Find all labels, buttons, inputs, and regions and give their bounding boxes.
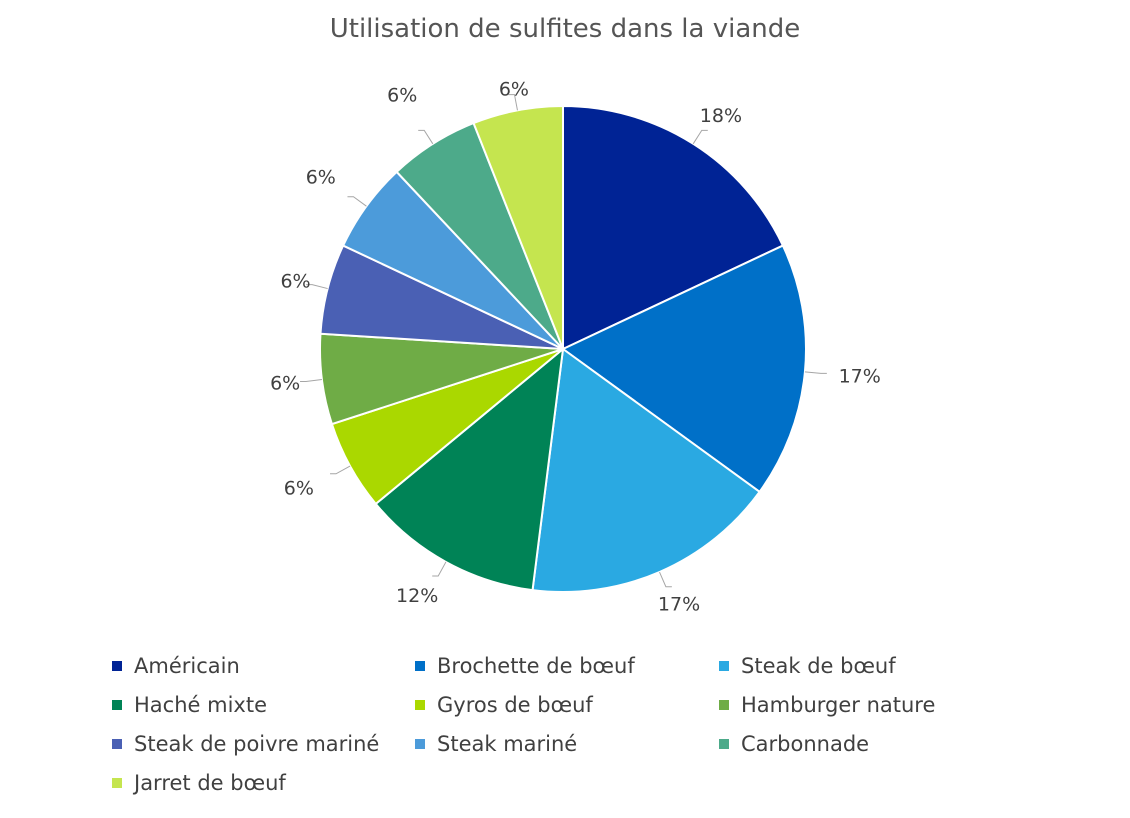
leader-line-5 bbox=[300, 378, 322, 382]
legend-label: Brochette de bœuf bbox=[437, 654, 635, 678]
legend-item-6: Steak de poivre mariné bbox=[112, 728, 379, 760]
legend-label: Hamburger nature bbox=[741, 693, 936, 717]
legend-label: Gyros de bœuf bbox=[437, 693, 593, 717]
legend-label: Steak de bœuf bbox=[741, 654, 896, 678]
legend-label: Haché mixte bbox=[134, 693, 267, 717]
legend-swatch bbox=[415, 661, 425, 671]
data-label-5: 6% bbox=[270, 372, 300, 394]
legend-item-8: Carbonnade bbox=[719, 728, 869, 760]
chart-title: Utilisation de sulfites dans la viande bbox=[329, 14, 801, 44]
legend-swatch bbox=[415, 700, 425, 710]
leader-line-9 bbox=[508, 94, 518, 111]
data-label-3: 12% bbox=[396, 585, 438, 607]
pie-slice-3 bbox=[374, 346, 565, 592]
legend-item-0: Américain bbox=[112, 650, 240, 682]
legend-label: Steak mariné bbox=[437, 732, 578, 756]
legend-item-7: Steak mariné bbox=[415, 728, 577, 760]
legend-item-3: Haché mixte bbox=[112, 689, 267, 721]
pie-slice-1 bbox=[561, 244, 807, 494]
data-label-6: 6% bbox=[280, 270, 310, 292]
leader-line-4 bbox=[330, 465, 351, 475]
legend-label: Jarret de bœuf bbox=[134, 771, 286, 795]
data-label-2: 17% bbox=[658, 594, 700, 616]
legend-swatch bbox=[112, 700, 122, 710]
legend-swatch bbox=[719, 700, 729, 710]
leader-line-8 bbox=[418, 129, 434, 145]
data-label-4: 6% bbox=[284, 478, 314, 500]
leader-line-2 bbox=[659, 571, 672, 588]
legend-label: Carbonnade bbox=[741, 732, 870, 756]
leader-line-3 bbox=[432, 561, 447, 577]
data-label-9: 6% bbox=[499, 79, 529, 101]
pie-slice-0 bbox=[562, 104, 785, 351]
legend-swatch bbox=[112, 661, 122, 671]
legend-label: Américain bbox=[134, 654, 240, 678]
legend-swatch bbox=[112, 739, 122, 749]
leader-line-7 bbox=[347, 196, 367, 207]
data-label-7: 6% bbox=[306, 166, 336, 188]
legend-swatch bbox=[415, 739, 425, 749]
data-label-8: 6% bbox=[387, 85, 417, 107]
leader-line-1 bbox=[804, 371, 827, 374]
legend-item-2: Steak de bœuf bbox=[719, 650, 896, 682]
legend-item-5: Hamburger nature bbox=[719, 689, 935, 721]
legend-item-1: Brochette de bœuf bbox=[415, 650, 635, 682]
data-label-0: 18% bbox=[700, 105, 742, 127]
leader-line-0 bbox=[692, 129, 708, 145]
legend-swatch bbox=[719, 739, 729, 749]
data-label-1: 17% bbox=[839, 365, 881, 387]
legend-label: Steak de poivre mariné bbox=[134, 732, 380, 756]
pie-plot-area: 18% 17% 17% 12% 6% 6% 6% 6% 6% 6% bbox=[270, 79, 881, 616]
legend-swatch bbox=[719, 661, 729, 671]
legend-item-9: Jarret de bœuf bbox=[112, 767, 286, 799]
leader-line-6 bbox=[306, 284, 328, 290]
legend-item-4: Gyros de bœuf bbox=[415, 689, 593, 721]
legend-swatch bbox=[112, 778, 122, 788]
